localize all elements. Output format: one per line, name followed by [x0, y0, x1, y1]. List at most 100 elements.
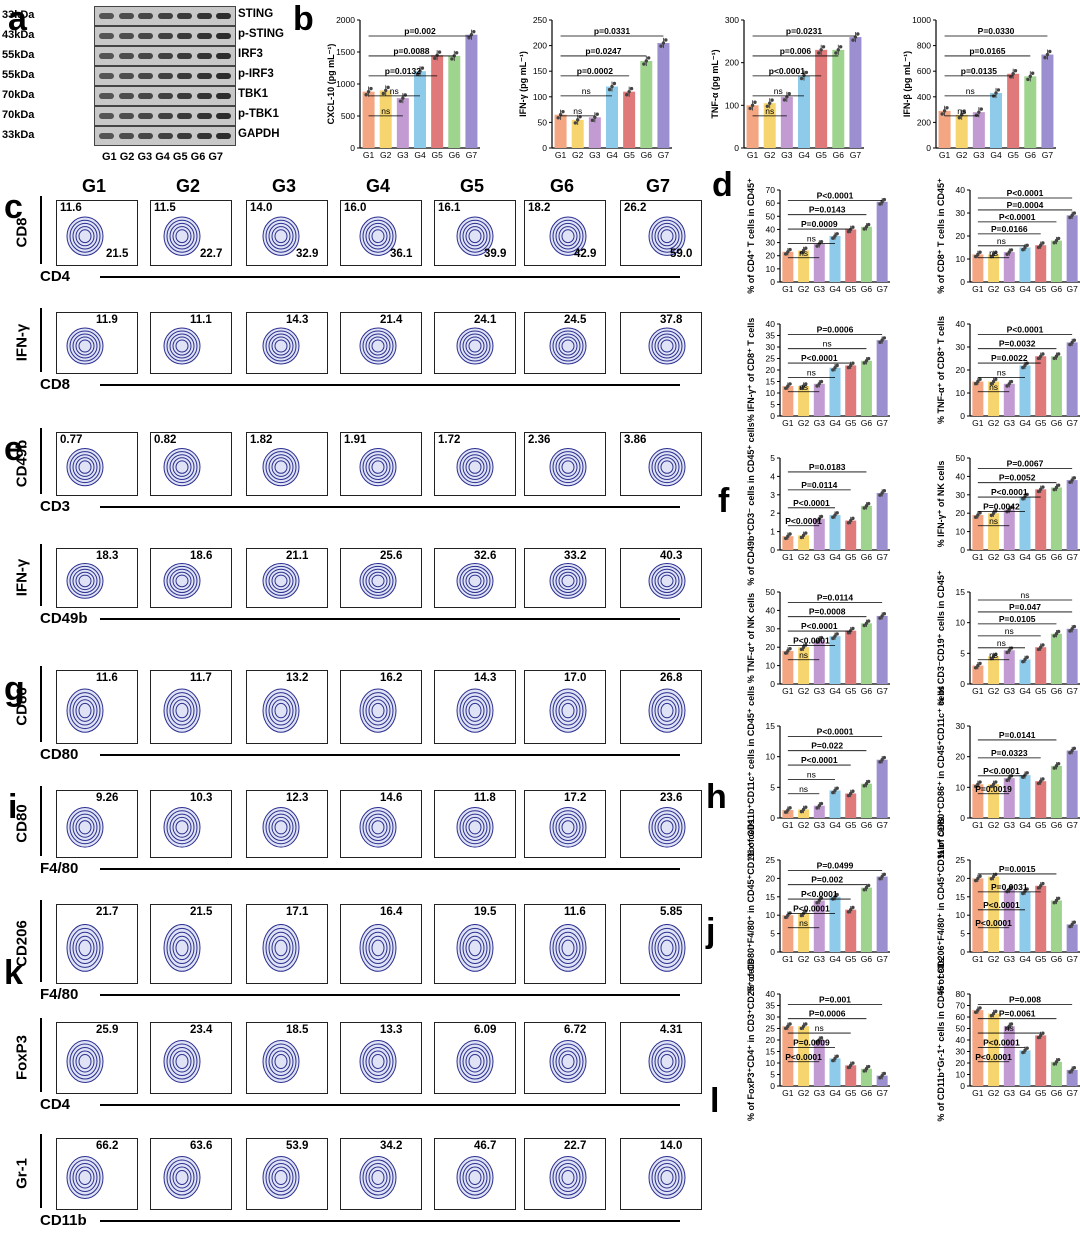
x-tick-label: G7 — [876, 954, 888, 964]
contour-ring — [265, 692, 297, 730]
significance-label: P=0.0052 — [999, 473, 1036, 483]
data-point — [787, 92, 791, 96]
data-point — [864, 225, 869, 229]
bar — [1050, 900, 1062, 952]
data-point — [467, 36, 471, 40]
flow-percentage: 22.7 — [564, 1140, 587, 1152]
data-point — [978, 1006, 982, 1010]
significance-label: ns — [997, 367, 1006, 377]
data-point — [994, 1009, 998, 1014]
flow-plot — [620, 904, 702, 984]
bar — [1035, 245, 1047, 282]
contour-ring — [555, 222, 581, 250]
contour-ring — [462, 333, 488, 359]
x-tick-label: G7 — [1066, 552, 1078, 562]
significance-label: p=0.0247 — [585, 46, 621, 56]
bar — [782, 536, 794, 550]
y-tick-label: 200 — [725, 58, 739, 68]
x-tick-label: G4 — [990, 150, 1002, 160]
data-point — [1056, 761, 1061, 766]
contour-ring — [75, 935, 95, 961]
flow-percentage-secondary: 42.9 — [574, 248, 597, 260]
flow-plot — [56, 904, 138, 984]
contour-ring — [456, 688, 494, 733]
y-tick-label: 5 — [770, 929, 775, 939]
significance-label: P=0.0166 — [991, 224, 1028, 234]
contour-ring — [368, 226, 388, 247]
y-tick-label: 35 — [766, 1001, 776, 1011]
data-point — [384, 88, 388, 93]
x-tick-label: G7 — [876, 284, 888, 294]
contour-ring — [265, 330, 297, 362]
contour-ring — [368, 336, 388, 356]
data-point — [833, 234, 837, 238]
bar — [782, 251, 794, 282]
x-tick-label: G6 — [861, 552, 873, 562]
flow-plot — [340, 312, 422, 374]
data-point — [1054, 1060, 1059, 1064]
contour-plot — [262, 807, 300, 848]
contour-ring — [371, 1054, 385, 1069]
data-point — [880, 614, 884, 618]
data-point — [1009, 885, 1014, 889]
y-axis-arrow — [40, 786, 42, 856]
contour-ring — [549, 216, 587, 256]
x-tick-label: G3 — [814, 418, 826, 428]
contour-plot — [456, 1040, 494, 1083]
contour-plot — [163, 563, 201, 599]
contour-ring — [69, 810, 101, 845]
contour-plot — [359, 807, 397, 848]
contour-ring — [72, 695, 98, 726]
contour-ring — [648, 1040, 686, 1083]
bar-chart-f-5: 0 10 20 30 40 50 % IFN-γ⁺ of NK cells G1 G2 G3 G4 G… — [936, 453, 1080, 562]
contour-ring — [75, 699, 95, 722]
x-tick-label: G4 — [829, 1088, 841, 1098]
flow-plot — [524, 670, 606, 744]
contour-ring — [274, 339, 288, 353]
significance-label: ns — [1021, 590, 1030, 600]
x-tick-label: G2 — [988, 820, 1000, 830]
bar — [396, 98, 409, 148]
blot-band-strip — [94, 126, 236, 146]
contour-ring — [465, 571, 485, 591]
contour-ring — [459, 451, 491, 484]
bar — [815, 49, 828, 148]
contour-ring — [465, 816, 485, 838]
significance-label: P<0.0001 — [785, 1052, 822, 1062]
flow-plot — [524, 312, 606, 374]
data-point — [849, 628, 853, 633]
data-point — [864, 621, 869, 625]
data-point — [1005, 252, 1009, 257]
flow-plot — [246, 1022, 328, 1094]
y-tick-label: 20 — [956, 508, 966, 518]
x-tick-label: G7 — [1066, 284, 1078, 294]
y-axis-arrow — [40, 1018, 42, 1092]
data-point — [1039, 884, 1043, 888]
flow-plot — [620, 200, 702, 266]
data-point — [1052, 766, 1056, 770]
bar — [1019, 775, 1031, 818]
x-tick-label: G4 — [1019, 552, 1031, 562]
bar — [876, 492, 888, 550]
contour-ring — [362, 330, 394, 362]
blot-band — [99, 33, 114, 39]
data-point — [799, 1026, 804, 1031]
flow-plot — [340, 200, 422, 266]
contour-ring — [362, 810, 394, 845]
bar — [990, 92, 1002, 148]
bar — [876, 1075, 888, 1086]
contour-ring — [365, 568, 391, 593]
data-point — [849, 518, 853, 523]
data-point — [366, 89, 371, 94]
y-axis-label: IFN-γ (pg mL⁻¹) — [518, 51, 528, 117]
y-axis-arrow — [40, 428, 42, 494]
data-point — [851, 38, 855, 42]
blot-kda-label: 70kDa — [2, 89, 35, 101]
x-tick-label: G2 — [988, 686, 1000, 696]
data-point — [866, 779, 871, 784]
data-point — [1052, 356, 1056, 361]
data-point — [1054, 764, 1059, 768]
data-point — [1054, 485, 1059, 490]
contour-ring — [552, 330, 584, 362]
y-tick-label: 250 — [533, 15, 547, 25]
